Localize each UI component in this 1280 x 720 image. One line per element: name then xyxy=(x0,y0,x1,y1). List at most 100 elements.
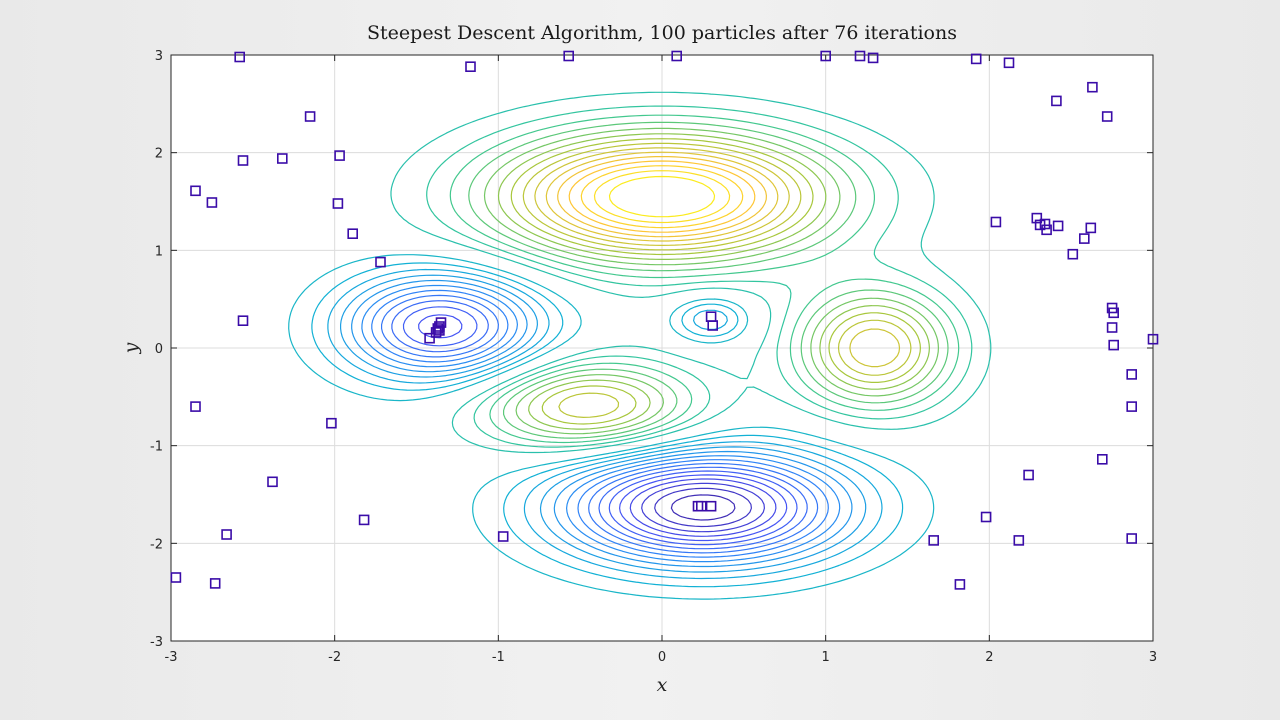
particle-marker xyxy=(1106,322,1118,333)
particle-marker xyxy=(1003,57,1015,69)
contour-level xyxy=(534,147,901,368)
contour-level xyxy=(391,300,808,550)
x-tick-label: -1 xyxy=(492,650,505,665)
contour-level xyxy=(468,121,949,439)
particle-marker xyxy=(276,153,288,164)
y-tick-labels: -3 -2 -1 0 1 2 3 xyxy=(150,49,163,650)
particle-marker xyxy=(671,50,683,62)
x-tick-labels: -3 -2 -1 0 1 2 3 xyxy=(165,650,1158,665)
contour-level xyxy=(580,165,744,229)
particle-marker xyxy=(707,320,719,331)
contour-level xyxy=(311,262,904,588)
particle-marker xyxy=(1039,218,1051,230)
particle-marker xyxy=(1126,369,1137,380)
contour-level xyxy=(641,482,765,533)
contour-level xyxy=(361,284,841,563)
particle-marker xyxy=(970,53,982,65)
particle-marker xyxy=(1108,339,1119,351)
x-tick-label: 3 xyxy=(1149,650,1157,665)
tick-marks xyxy=(170,54,1154,642)
particle-marker xyxy=(190,185,201,197)
contour-level xyxy=(557,156,767,238)
particle-marker xyxy=(1097,453,1108,465)
contour-level xyxy=(654,487,752,528)
particle-markers xyxy=(170,50,1159,590)
particle-marker xyxy=(1079,233,1090,244)
x-tick-label: -2 xyxy=(328,650,341,665)
particle-marker xyxy=(1087,81,1098,93)
particle-marker xyxy=(347,228,359,239)
particle-marker xyxy=(221,529,232,540)
contour-level xyxy=(327,268,883,580)
y-tick-label: 1 xyxy=(155,244,163,259)
particle-marker xyxy=(705,500,717,512)
contour-level xyxy=(340,274,867,573)
y-axis-label: y xyxy=(120,342,142,354)
particle-marker xyxy=(1085,222,1097,234)
particle-marker xyxy=(465,61,476,73)
particle-marker xyxy=(1147,333,1159,345)
particle-marker xyxy=(237,155,249,166)
contour-level xyxy=(371,289,829,558)
contour-level xyxy=(483,127,939,435)
particle-marker xyxy=(990,216,1002,228)
contour-level xyxy=(390,91,992,454)
particle-marker xyxy=(190,401,201,412)
particle-marker xyxy=(334,150,345,161)
particle-marker xyxy=(1126,401,1137,412)
particle-marker xyxy=(209,578,221,589)
y-tick-label: 2 xyxy=(155,147,163,162)
particle-marker xyxy=(332,198,344,209)
contour-level xyxy=(381,294,819,554)
particle-marker xyxy=(358,514,370,526)
x-tick-label: 0 xyxy=(658,650,666,665)
x-tick-label: 2 xyxy=(985,650,993,665)
particle-marker xyxy=(326,417,337,429)
particle-marker xyxy=(497,531,509,542)
contour-level xyxy=(449,114,960,444)
chart-title: Steepest Descent Algorithm, 100 particle… xyxy=(367,22,957,44)
particle-marker xyxy=(1051,95,1062,107)
y-tick-label: 0 xyxy=(155,342,163,357)
contour-level xyxy=(522,142,912,418)
particle-marker xyxy=(867,52,879,64)
particle-marker xyxy=(563,50,575,62)
contour-lines xyxy=(288,91,992,600)
particle-marker xyxy=(434,325,445,336)
particle-marker xyxy=(1023,469,1034,481)
particle-marker xyxy=(1101,111,1113,122)
particle-marker xyxy=(237,315,249,327)
particle-marker xyxy=(1126,533,1137,544)
contour-level xyxy=(288,254,935,600)
particle-marker xyxy=(234,51,245,63)
x-tick-label: -3 xyxy=(165,650,178,665)
particle-marker xyxy=(980,511,992,523)
particle-marker xyxy=(1041,224,1052,236)
contour-level xyxy=(629,478,777,537)
particle-marker xyxy=(1067,248,1079,260)
contour-level xyxy=(402,306,798,546)
contour-level xyxy=(593,170,731,224)
y-tick-label: -2 xyxy=(150,537,163,552)
x-axis-label: x xyxy=(657,674,668,696)
particle-marker xyxy=(375,256,386,268)
particle-marker xyxy=(170,572,182,583)
x-tick-label: 1 xyxy=(822,650,830,665)
contour-level xyxy=(670,494,736,521)
particle-marker xyxy=(430,327,442,338)
contour-level xyxy=(351,279,853,568)
particle-marker xyxy=(1013,535,1025,546)
particle-marker xyxy=(1052,220,1064,232)
contour-level xyxy=(545,151,779,242)
particle-marker xyxy=(424,332,435,344)
particle-marker xyxy=(267,476,278,488)
contour-level xyxy=(608,175,716,218)
particle-marker xyxy=(206,197,218,208)
contour-level xyxy=(510,138,921,425)
contour-level xyxy=(426,105,973,448)
particle-marker xyxy=(954,579,966,590)
contour-level xyxy=(568,160,756,233)
particle-marker xyxy=(1031,212,1043,224)
